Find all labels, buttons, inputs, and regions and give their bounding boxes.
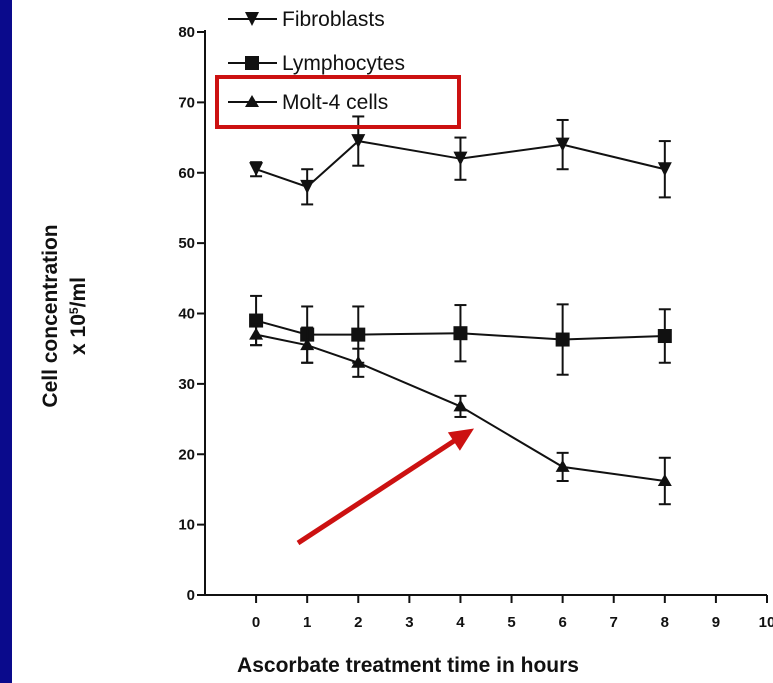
chart-panel: 0 10 20 30 40 50 60 70 80 0 1 2 3 4 5 6 7 8 9 10 Fibroblast… <box>12 0 773 683</box>
y-axis-unit-prefix: x 10 <box>67 314 90 355</box>
data-point <box>657 473 672 486</box>
y-axis-unit-suffix: /ml <box>67 277 90 307</box>
data-point <box>555 459 570 472</box>
x-tick-label: 0 <box>252 614 260 631</box>
y-tick-label: 20 <box>178 446 195 463</box>
axes: 0 10 20 30 40 50 60 70 80 0 1 2 3 4 5 6 7 8 9 10 <box>178 24 773 631</box>
legend-label: Molt-4 cells <box>282 91 388 114</box>
y-tick-label: 60 <box>178 165 195 182</box>
legend-label: Fibroblasts <box>282 8 385 31</box>
legend-item: Lymphocytes <box>228 52 405 75</box>
y-tick-label: 0 <box>187 587 195 604</box>
y-tick-label: 40 <box>178 306 195 323</box>
y-axis-title-line1: Cell concentration <box>39 224 62 407</box>
x-tick-label: 10 <box>759 614 773 631</box>
data-point <box>453 399 468 412</box>
y-axis-title: Cell concentration x 105/ml <box>39 224 90 407</box>
data-point <box>453 151 468 166</box>
legend-item: Molt-4 cells <box>228 91 388 114</box>
legend-highlight-box <box>215 75 461 129</box>
x-tick-label: 9 <box>712 614 720 631</box>
red-arrow-head <box>447 428 474 451</box>
y-tick-label: 30 <box>178 376 195 393</box>
series-layer <box>249 115 672 506</box>
data-point <box>351 355 366 368</box>
series-line <box>255 333 665 482</box>
series-fibroblasts <box>249 115 672 206</box>
x-tick-label: 8 <box>661 614 669 631</box>
x-tick-label: 5 <box>507 614 515 631</box>
x-axis-title: Ascorbate treatment time in hours <box>237 654 579 677</box>
x-tick-label: 7 <box>610 614 618 631</box>
data-point <box>555 332 570 347</box>
legend: Fibroblasts Lymphocytes Molt-4 cells <box>228 8 405 114</box>
x-tick-label: 4 <box>456 614 465 631</box>
series-molt-4-cells <box>249 323 672 506</box>
line-chart: 0 10 20 30 40 50 60 70 80 0 1 2 3 4 5 6 7 8 9 10 Fibroblast… <box>39 8 773 677</box>
legend-marker <box>245 56 259 70</box>
data-point <box>657 329 672 344</box>
legend-item: Fibroblasts <box>228 8 385 31</box>
y-tick-label: 80 <box>178 24 195 41</box>
red-arrow-shaft <box>296 432 466 546</box>
data-point <box>657 162 672 177</box>
x-tick-label: 2 <box>354 614 362 631</box>
y-tick-label: 50 <box>178 235 195 252</box>
x-tick-label: 3 <box>405 614 413 631</box>
legend-marker <box>245 12 259 26</box>
x-tick-label: 1 <box>303 614 311 631</box>
legend-marker <box>245 95 259 107</box>
x-tick-label: 6 <box>558 614 566 631</box>
data-point <box>300 338 315 351</box>
annotations <box>215 75 474 546</box>
data-point <box>351 327 366 342</box>
data-point <box>249 162 264 177</box>
data-point <box>351 134 366 149</box>
y-axis-title-line2: x 105/ml <box>67 277 90 355</box>
data-point <box>300 179 315 194</box>
y-tick-label: 10 <box>178 517 195 534</box>
y-tick-label: 70 <box>178 94 195 111</box>
series-line <box>255 319 665 341</box>
data-point <box>453 326 468 341</box>
legend-label: Lymphocytes <box>282 52 405 75</box>
y-axis-unit-exponent: 5 <box>67 307 81 314</box>
series-line <box>255 140 666 188</box>
data-point <box>249 327 264 340</box>
data-point <box>555 137 570 152</box>
